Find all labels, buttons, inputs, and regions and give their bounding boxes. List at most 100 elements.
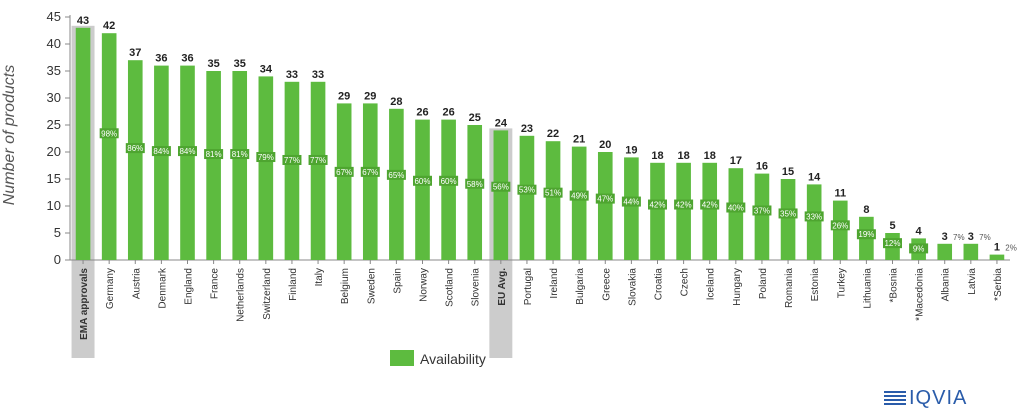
y-tick-label: 0 <box>54 252 61 267</box>
value-label: 42 <box>103 20 115 32</box>
bar-denmark <box>154 65 169 260</box>
bar-eu-avg <box>493 130 509 260</box>
availability-badge <box>99 128 119 139</box>
bar-france <box>206 71 221 260</box>
bar-greece <box>597 152 613 260</box>
value-label: 29 <box>338 90 350 102</box>
availability-badge <box>413 175 432 186</box>
category-label-italy: Italy <box>314 268 325 286</box>
availability-badge <box>230 149 250 160</box>
availability-badge <box>595 193 615 204</box>
value-label: 3 <box>942 231 948 243</box>
availability-label: 51% <box>545 189 561 198</box>
bar-iceland <box>702 162 718 260</box>
bar-slovakia <box>624 157 639 260</box>
y-tick-label: 25 <box>47 117 61 132</box>
bar-netherlands <box>232 71 248 260</box>
value-label: 35 <box>234 58 246 70</box>
availability-label: 81% <box>232 150 248 159</box>
availability-label: 49% <box>571 192 587 201</box>
availability-label: 33% <box>806 212 822 221</box>
availability-label: 79% <box>258 153 274 162</box>
availability-label: 42% <box>649 201 665 210</box>
category-label-iceland: Iceland <box>706 268 717 300</box>
value-label: 22 <box>547 128 559 140</box>
availability-badge <box>334 166 354 177</box>
category-label-poland: Poland <box>758 268 769 299</box>
availability-badge <box>674 199 694 210</box>
value-label: 33 <box>286 69 298 81</box>
category-label-ireland: Ireland <box>549 268 560 299</box>
bar-italy <box>310 81 326 260</box>
category-label-denmark: Denmark <box>157 267 168 309</box>
category-label-eu-avg: EU Avg. <box>497 268 508 306</box>
availability-badge <box>778 208 798 219</box>
bar-norway <box>415 119 430 260</box>
value-label: 21 <box>573 134 585 146</box>
availability-badge <box>856 229 876 240</box>
availability-label: 7% <box>979 233 991 242</box>
y-tick-label: 45 <box>47 9 61 24</box>
bar-croatia <box>650 162 665 260</box>
availability-label: 65% <box>388 171 404 180</box>
availability-label: 56% <box>493 183 509 192</box>
availability-label: 81% <box>206 150 222 159</box>
value-label: 25 <box>469 112 481 124</box>
y-tick-label: 30 <box>47 90 61 105</box>
availability-label: 26% <box>832 221 848 230</box>
availability-badge <box>125 143 145 154</box>
y-tick-label: 10 <box>47 198 61 213</box>
category-label-turkey: Turkey <box>836 268 847 298</box>
bar-estonia <box>806 184 822 260</box>
availability-badge <box>883 238 902 249</box>
value-label: 8 <box>863 204 869 216</box>
category-label-bulgaria: Bulgaria <box>575 268 586 305</box>
availability-label: 84% <box>179 147 195 156</box>
availability-label: 40% <box>728 204 744 213</box>
bar-finland <box>284 81 300 260</box>
availability-label: 19% <box>858 230 874 239</box>
logo-wordmark: IQVIA <box>909 386 968 409</box>
value-label: 17 <box>730 155 742 167</box>
category-label-germany: Germany <box>105 268 116 309</box>
value-label: 36 <box>155 53 167 65</box>
availability-badge <box>204 149 224 160</box>
bar-ema-approvals <box>75 27 91 260</box>
value-label: 16 <box>756 161 768 173</box>
category-label-sweden: Sweden <box>366 268 377 304</box>
availability-label: 58% <box>467 180 483 189</box>
availability-badge <box>256 152 276 163</box>
category-label-estonia: Estonia <box>810 268 821 302</box>
bar-latvia <box>963 243 979 260</box>
value-label: 14 <box>808 171 821 183</box>
availability-badge <box>386 169 406 180</box>
availability-badge <box>621 196 641 207</box>
availability-badge <box>909 243 929 254</box>
bar-serbia <box>989 254 1005 260</box>
availability-label: 2% <box>1005 244 1017 253</box>
availability-label: 53% <box>519 186 535 195</box>
value-label: 43 <box>77 15 89 27</box>
value-label: 33 <box>312 69 324 81</box>
category-label-czech: Czech <box>680 268 691 296</box>
value-label: 5 <box>889 220 895 232</box>
iqvia-logo: IQVIA <box>884 386 968 409</box>
availability-label: 12% <box>884 239 900 248</box>
availability-badge <box>543 187 563 198</box>
value-label: 26 <box>416 107 428 119</box>
availability-badge <box>752 205 772 216</box>
category-label-norway: Norway <box>419 268 430 302</box>
category-label-spain: Spain <box>392 268 403 294</box>
bar-albania <box>937 243 953 260</box>
legend-swatch <box>390 350 414 366</box>
value-label: 15 <box>782 166 794 178</box>
y-tick-label: 5 <box>54 225 61 240</box>
category-label-austria: Austria <box>131 268 142 300</box>
availability-label: 42% <box>676 201 692 210</box>
availability-label: 9% <box>913 244 925 253</box>
y-tick-label: 15 <box>47 171 61 186</box>
category-label-france: France <box>210 268 221 300</box>
bar-belgium <box>336 103 352 261</box>
bar-portugal <box>519 135 535 260</box>
availability-badge <box>648 199 667 210</box>
